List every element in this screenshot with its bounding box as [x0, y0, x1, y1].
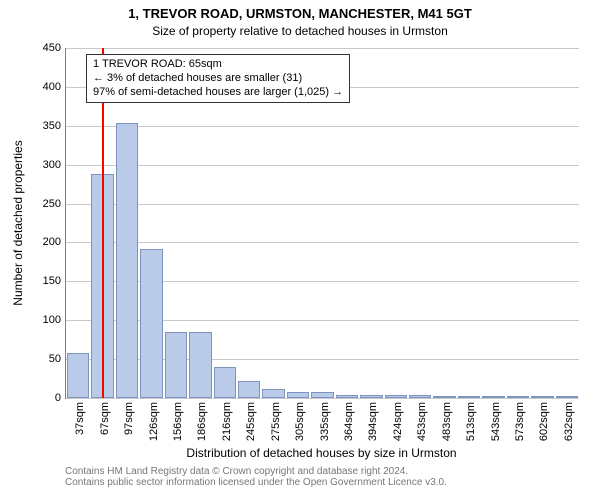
y-tick-label: 200 [43, 236, 66, 248]
footer-attribution: Contains HM Land Registry data © Crown c… [65, 466, 447, 488]
histogram-bar [238, 381, 260, 398]
x-tick-label: 126sqm [148, 398, 160, 441]
y-tick-label: 100 [43, 314, 66, 326]
y-axis-label: Number of detached properties [11, 140, 25, 305]
histogram-bar [116, 123, 138, 398]
histogram-bar [214, 367, 236, 398]
annotation-line-3: 97% of semi-detached houses are larger (… [93, 86, 343, 100]
y-tick-label: 150 [43, 275, 66, 287]
gridline [66, 204, 579, 205]
x-tick-label: 364sqm [343, 398, 355, 441]
y-tick-label: 250 [43, 198, 66, 210]
x-tick-label: 602sqm [538, 398, 550, 441]
x-tick-label: 186sqm [196, 398, 208, 441]
x-tick-label: 305sqm [294, 398, 306, 441]
gridline [66, 242, 579, 243]
x-tick-label: 483sqm [441, 398, 453, 441]
y-tick-label: 300 [43, 159, 66, 171]
x-tick-label: 453sqm [416, 398, 428, 441]
chart-figure: 1, TREVOR ROAD, URMSTON, MANCHESTER, M41… [0, 0, 600, 500]
gridline [66, 48, 579, 49]
x-tick-label: 335sqm [319, 398, 331, 441]
x-tick-label: 216sqm [221, 398, 233, 441]
x-tick-label: 67sqm [99, 398, 111, 435]
annotation-box: 1 TREVOR ROAD: 65sqm ← 3% of detached ho… [86, 54, 350, 103]
x-tick-label: 632sqm [563, 398, 575, 441]
histogram-bar [189, 332, 211, 398]
footer-line-2: Contains public sector information licen… [65, 477, 447, 488]
x-tick-label: 275sqm [270, 398, 282, 441]
annotation-line-1: 1 TREVOR ROAD: 65sqm [93, 58, 343, 72]
x-tick-label: 245sqm [245, 398, 257, 441]
x-tick-label: 97sqm [123, 398, 135, 435]
footer-line-1: Contains HM Land Registry data © Crown c… [65, 466, 447, 477]
x-tick-label: 513sqm [465, 398, 477, 441]
x-axis-label: Distribution of detached houses by size … [186, 446, 456, 460]
x-tick-label: 37sqm [74, 398, 86, 435]
chart-subtitle: Size of property relative to detached ho… [0, 24, 600, 38]
histogram-bar [165, 332, 187, 398]
histogram-bar [67, 353, 89, 398]
y-tick-label: 50 [49, 353, 66, 365]
histogram-bar [140, 249, 162, 398]
chart-title: 1, TREVOR ROAD, URMSTON, MANCHESTER, M41… [0, 6, 600, 21]
plot-area: 05010015020025030035040045037sqm67sqm97s… [65, 48, 579, 399]
y-tick-label: 0 [55, 392, 66, 404]
x-tick-label: 156sqm [172, 398, 184, 441]
gridline [66, 165, 579, 166]
x-tick-label: 424sqm [392, 398, 404, 441]
annotation-line-2: ← 3% of detached houses are smaller (31) [93, 72, 343, 86]
y-tick-label: 450 [43, 42, 66, 54]
y-tick-label: 400 [43, 81, 66, 93]
x-tick-label: 543sqm [490, 398, 502, 441]
x-tick-label: 394sqm [367, 398, 379, 441]
histogram-bar [262, 389, 284, 398]
x-tick-label: 573sqm [514, 398, 526, 441]
y-tick-label: 350 [43, 120, 66, 132]
gridline [66, 126, 579, 127]
